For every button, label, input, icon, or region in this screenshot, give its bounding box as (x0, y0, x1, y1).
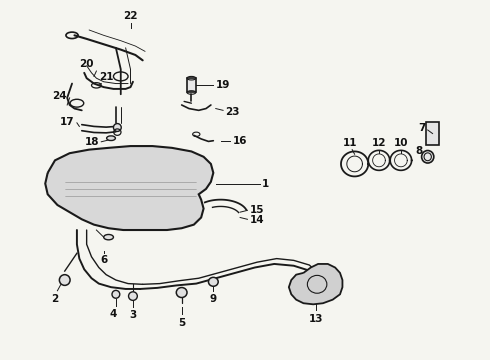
Text: 4: 4 (110, 309, 117, 319)
Text: 15: 15 (250, 205, 265, 215)
Text: 2: 2 (51, 294, 59, 304)
Text: 13: 13 (308, 314, 323, 324)
Text: 5: 5 (178, 318, 185, 328)
Text: 8: 8 (416, 147, 423, 157)
Ellipse shape (176, 288, 187, 297)
Text: 19: 19 (216, 80, 230, 90)
Text: 14: 14 (250, 215, 265, 225)
Ellipse shape (128, 292, 137, 300)
PathPatch shape (289, 264, 343, 304)
Ellipse shape (114, 123, 121, 131)
Ellipse shape (59, 275, 70, 285)
Text: 9: 9 (210, 294, 217, 304)
Text: 24: 24 (52, 91, 67, 101)
Text: 20: 20 (79, 59, 94, 69)
Ellipse shape (421, 150, 434, 163)
Text: 21: 21 (99, 72, 113, 82)
Text: 22: 22 (123, 11, 138, 21)
Ellipse shape (208, 277, 218, 286)
Text: 10: 10 (393, 138, 408, 148)
Text: 1: 1 (262, 179, 270, 189)
Text: 23: 23 (225, 107, 240, 117)
Text: 7: 7 (418, 123, 425, 133)
Ellipse shape (112, 291, 120, 298)
Text: 6: 6 (100, 255, 107, 265)
Text: 12: 12 (372, 138, 386, 148)
Text: 17: 17 (60, 117, 74, 127)
Text: 18: 18 (84, 138, 99, 148)
Ellipse shape (107, 136, 116, 140)
FancyBboxPatch shape (426, 122, 439, 145)
Text: 3: 3 (129, 310, 137, 320)
FancyBboxPatch shape (187, 78, 196, 93)
PathPatch shape (45, 146, 213, 230)
Text: 11: 11 (343, 138, 357, 148)
Text: 16: 16 (233, 136, 247, 146)
Ellipse shape (104, 234, 114, 240)
